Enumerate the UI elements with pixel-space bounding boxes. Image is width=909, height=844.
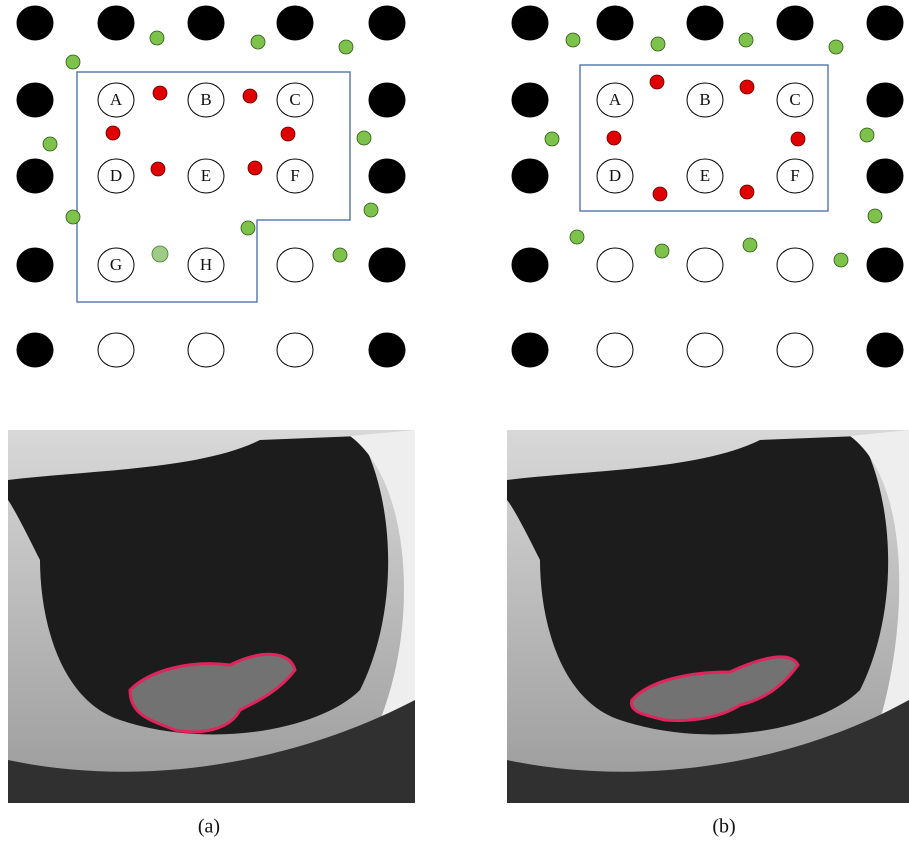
green-point xyxy=(357,131,371,145)
black-pin xyxy=(17,248,53,282)
ct-image-b xyxy=(507,430,909,803)
white-pin xyxy=(687,248,723,282)
black-pin xyxy=(777,6,813,40)
white-pin xyxy=(98,333,134,367)
black-pin xyxy=(687,6,723,40)
pin-label: E xyxy=(700,166,710,185)
pin-label: H xyxy=(200,255,212,274)
black-pin xyxy=(512,6,548,40)
black-pin xyxy=(867,83,903,117)
pin-label: A xyxy=(110,90,123,109)
red-point xyxy=(281,127,295,141)
white-pin xyxy=(777,333,813,367)
black-pin xyxy=(277,6,313,40)
black-pin xyxy=(512,159,548,193)
black-pin xyxy=(369,83,405,117)
white-pin xyxy=(687,333,723,367)
pin-label: E xyxy=(201,166,211,185)
green-point xyxy=(333,248,347,262)
white-pin xyxy=(188,333,224,367)
green-point xyxy=(66,210,80,224)
white-pin xyxy=(777,248,813,282)
green-point xyxy=(868,209,882,223)
figure: (a) (b) A B C D E F G H A B C D E F xyxy=(0,0,909,844)
green-point xyxy=(860,128,874,142)
green-point xyxy=(834,253,848,267)
caption: (b) xyxy=(712,816,735,838)
white-pin xyxy=(597,248,633,282)
green-point xyxy=(66,55,80,69)
red-point xyxy=(791,132,805,146)
black-pin xyxy=(17,333,53,367)
green-point xyxy=(566,33,580,47)
black-pin xyxy=(188,6,224,40)
black-pin xyxy=(867,6,903,40)
black-pin xyxy=(17,6,53,40)
black-pin xyxy=(369,6,405,40)
pin-label: B xyxy=(699,90,710,109)
green-point xyxy=(655,244,669,258)
red-point xyxy=(650,75,664,89)
green-point xyxy=(150,31,164,45)
green-point xyxy=(339,40,353,54)
black-pin xyxy=(17,83,53,117)
green-point xyxy=(241,221,255,235)
green-point xyxy=(570,230,584,244)
caption: (a) xyxy=(198,816,220,838)
white-pin xyxy=(277,248,313,282)
pin-label: G xyxy=(110,255,122,274)
black-pin xyxy=(512,83,548,117)
red-point xyxy=(653,187,667,201)
black-pin xyxy=(867,159,903,193)
red-point xyxy=(151,162,165,176)
black-pin xyxy=(98,6,134,40)
ct-image-a xyxy=(8,430,415,803)
black-pin xyxy=(597,6,633,40)
black-pin xyxy=(867,248,903,282)
green-point xyxy=(364,203,378,217)
red-point xyxy=(248,161,262,175)
black-pin xyxy=(369,333,405,367)
green-point xyxy=(829,40,843,54)
black-pin xyxy=(369,248,405,282)
green-point xyxy=(251,35,265,49)
red-point xyxy=(243,89,257,103)
green-point xyxy=(152,246,168,262)
black-pin xyxy=(512,333,548,367)
pin-label: D xyxy=(110,166,122,185)
green-point xyxy=(43,137,57,151)
pin-label: D xyxy=(609,166,621,185)
pin-label: B xyxy=(200,90,211,109)
pin-label: F xyxy=(790,166,799,185)
green-point xyxy=(739,33,753,47)
green-point xyxy=(651,37,665,51)
red-point xyxy=(740,80,754,94)
red-point xyxy=(740,185,754,199)
red-point xyxy=(153,86,167,100)
red-point xyxy=(106,126,120,140)
white-pin xyxy=(277,333,313,367)
red-point xyxy=(607,131,621,145)
white-pin xyxy=(597,333,633,367)
black-pin xyxy=(512,248,548,282)
black-pin xyxy=(17,159,53,193)
green-point xyxy=(743,238,757,252)
black-pin xyxy=(369,159,405,193)
green-point xyxy=(545,132,559,146)
pin-label: C xyxy=(289,90,300,109)
black-pin xyxy=(867,333,903,367)
pin-label: A xyxy=(609,90,622,109)
pin-label: C xyxy=(789,90,800,109)
pin-label: F xyxy=(290,166,299,185)
